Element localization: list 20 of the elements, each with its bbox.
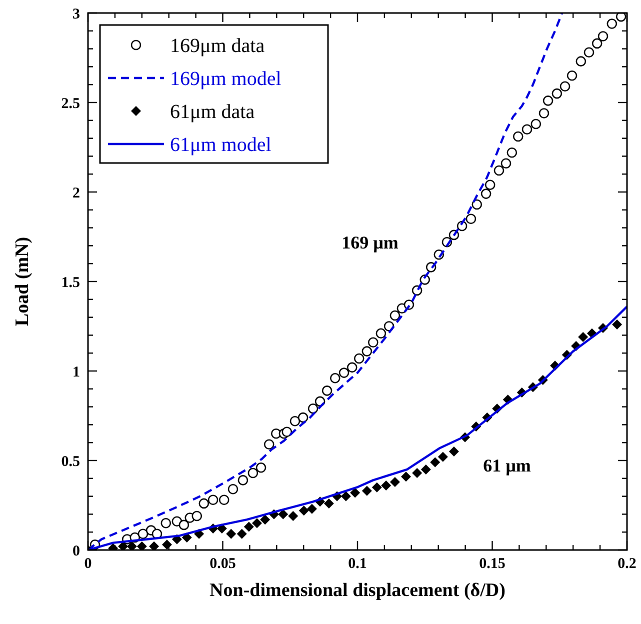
annotation: 61 µm [483, 455, 531, 476]
x-tick-label: 0.1 [348, 556, 367, 572]
annotation: 169 µm [342, 232, 398, 252]
legend-label: 169μm model [170, 68, 282, 90]
legend-label: 169μm data [170, 35, 265, 57]
y-axis-title: Load (mN) [12, 236, 33, 326]
y-tick-label: 0.5 [61, 454, 80, 470]
y-tick-label: 1 [72, 364, 80, 380]
x-tick-label: 0.15 [479, 556, 506, 572]
y-tick-label: 0 [72, 543, 80, 560]
legend-label: 61μm data [170, 101, 255, 123]
y-tick-label: 3 [72, 6, 80, 22]
legend-label: 61μm model [170, 134, 272, 156]
y-tick-label: 2.5 [61, 96, 80, 112]
x-tick-label: 0.2 [618, 556, 636, 572]
y-tick-label: 2 [72, 185, 80, 202]
x-axis-title: Non-dimensional displacement (δ/D) [210, 580, 506, 601]
y-tick-label: 1.5 [61, 274, 80, 291]
x-tick-label: 0.05 [210, 556, 236, 572]
x-tick-label: 0 [84, 556, 92, 572]
